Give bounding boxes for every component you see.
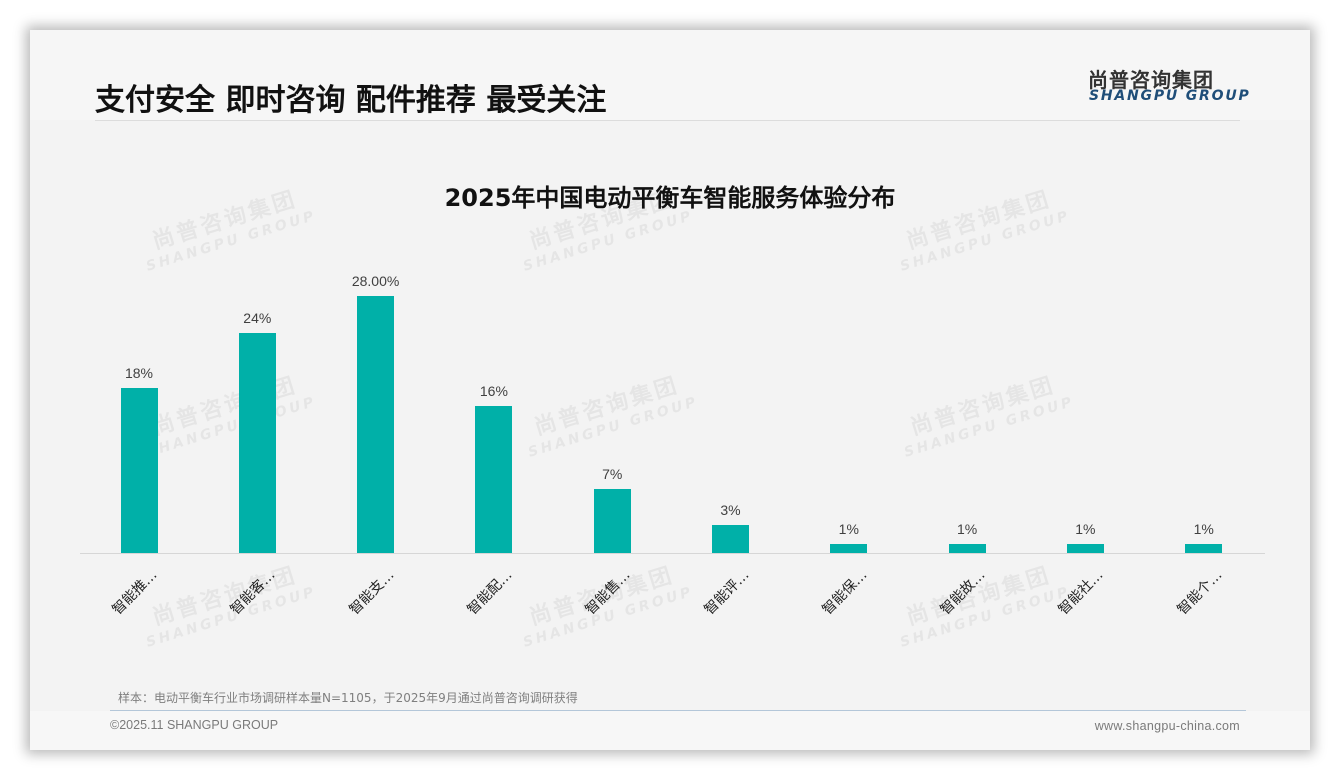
bar-value-label: 28.00% [351,273,400,289]
x-axis-category-label: 智能客… [227,567,279,619]
bar-value-label: 24% [243,309,272,326]
bar[interactable] [357,296,395,553]
bar[interactable] [948,543,986,553]
company-logo-cn: 尚普咨询集团 [1088,68,1214,92]
website-link[interactable]: www.shangpu-china.com [1094,719,1240,733]
x-axis-category-label: 智能故… [937,567,989,619]
header-band [30,30,1310,120]
bar-chart-plot: 18% 智能推… 24% 智能客… 28.00% 智能支… 16% 智能配… 7% 智能售… 3% 智… [80,180,1265,618]
bar[interactable] [1066,543,1104,553]
watermark: 尚普咨询集团 SHANGPU GROUP [898,562,1073,651]
bar[interactable] [830,543,868,553]
bar-value-label: 3% [720,502,741,519]
bar-value-label: 1% [838,520,859,537]
footer-divider [110,710,1246,711]
bar[interactable] [1185,543,1223,553]
footer-band [30,711,1310,750]
bar[interactable] [712,525,749,553]
x-axis-line [80,553,1265,554]
bar-value-label: 1% [1075,520,1096,537]
header-divider [95,120,1240,121]
x-axis-category-label: 智能个… [1174,567,1226,619]
slide: 支付安全 即时咨询 配件推荐 最受关注 尚普咨询集团 SHANGPU GROUP… [30,30,1310,750]
bar-value-label: 18% [124,364,154,381]
x-axis-category-label: 智能支… [346,567,398,619]
sample-footnote: 样本：电动平衡车行业市场调研样本量N=1105，于2025年9月通过尚普咨询调研… [118,691,578,705]
copyright-text: ©2025.11 SHANGPU GROUP [110,718,279,732]
company-logo-en: SHANGPU GROUP [1089,88,1251,104]
bar-value-label: 1% [1193,520,1214,537]
bar[interactable] [120,387,158,553]
x-axis-category-label: 智能推… [109,567,161,619]
x-axis-category-label: 智能保… [819,567,871,619]
bar[interactable] [593,488,631,553]
bar-value-label: 7% [602,465,623,482]
x-axis-category-label: 智能售… [582,567,634,619]
chart-title: 2025年中国电动平衡车智能服务体验分布 [444,184,896,212]
x-axis-category-label: 智能配… [464,567,516,619]
bar-value-label: 1% [956,520,978,537]
bar[interactable] [475,406,513,553]
x-axis-category-label: 智能社… [1055,567,1107,619]
page-title: 支付安全 即时咨询 配件推荐 最受关注 [95,83,607,118]
bar-value-label: 16% [479,383,508,400]
x-axis-category-label: 智能评… [701,567,752,619]
bar[interactable] [238,332,276,553]
